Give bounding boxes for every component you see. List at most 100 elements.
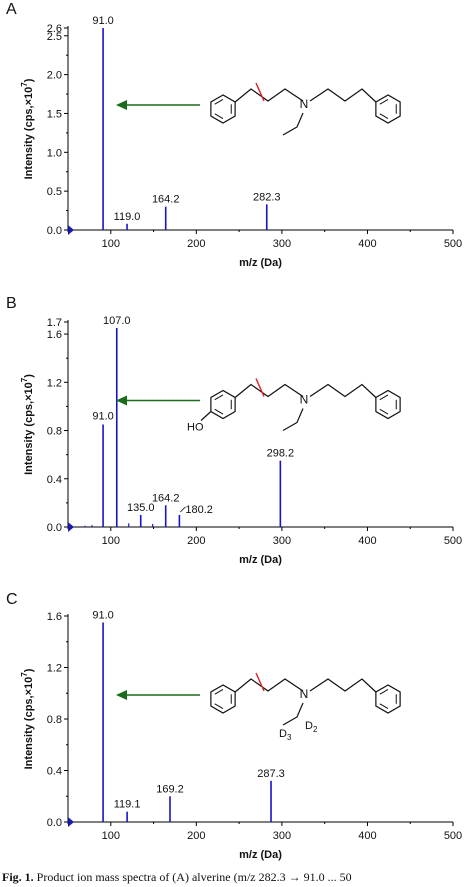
peak-label-leader [180,506,186,513]
peak-label: 91.0 [92,609,113,621]
peak-label: 107.0 [103,315,131,327]
peak-label: 135.0 [127,502,155,514]
peak-label: 298.2 [267,448,295,460]
y-tick-label: 0.8 [47,426,62,438]
spectrum-panel-a: A 0.0 0.5 1.0 1.5 2.0 2.52.6 100 200 300 400 500 Int… [6,1,462,269]
y-tick-label: 0.5 [47,186,62,198]
cleavage-mark [255,378,265,397]
x-tick-label: 200 [187,830,205,842]
peak-label: 119.1 [114,799,141,811]
hydroxyl-label: HO [187,422,204,434]
y-tick-label: 1.7 [47,317,62,329]
y-tick-label: 1.0 [47,147,62,159]
peak-label: 91.0 [92,411,113,423]
peak-label: 91.0 [92,15,113,27]
figure-caption: Fig. 1. Product ion mass spectra of (A) … [0,870,474,887]
panel-letter: A [6,1,17,18]
panel-letter: B [6,295,17,312]
x-axis-label: m/z (Da) [239,849,282,861]
x-tick-label: 100 [102,535,120,547]
y-tick-label: 1.5 [47,108,62,120]
x-tick-label: 100 [102,830,120,842]
y-tick-label: 1.2 [47,377,62,389]
alkyl-chain-left [234,88,304,103]
y-tick-label: 0.4 [47,766,62,778]
y-tick-label: 0.0 [47,225,62,237]
spectrum-panel-b: B 0.0 0.4 0.8 1.2 1.61.7 100 200 300 400 500 Intens… [6,295,462,566]
benzene-double-bond [379,113,389,119]
nitrogen-atom: N [300,393,309,407]
hydroxyl-bond [200,411,212,421]
x-tick-label: 300 [273,830,291,842]
peak-label: 282.3 [253,191,281,203]
peak-label: 164.2 [152,492,180,504]
caption-text: Product ion mass spectra of (A) alverine… [36,870,352,884]
x-tick-label: 500 [444,238,462,250]
caption-label: Fig. 1. [2,870,34,884]
deuterium-d2-label: D2 [305,720,318,734]
alkyl-chain-right [309,88,377,103]
alkyl-chain-left [234,383,304,398]
benzene-double-bond [379,394,389,401]
x-tick-label: 500 [444,535,462,547]
peak-label: 164.2 [152,194,180,206]
cleavage-mark [255,672,265,692]
origin-marker [68,225,74,235]
nitrogen-atom: N [300,97,309,111]
x-tick-label: 100 [102,238,120,250]
benzene-double-bond [214,703,224,709]
x-tick-label: 300 [273,238,291,250]
y-axis-label: Intensity (cps,×107) [20,668,35,769]
panel-letter: C [6,591,18,608]
fragment-arrow-head [116,690,127,700]
cleavage-mark [255,82,265,102]
benzene-double-bond [214,689,224,695]
peak-label: 287.3 [257,768,285,780]
benzene-double-bond [214,394,224,401]
benzene-double-bond [214,408,224,415]
peak-label: 180.2 [185,504,213,516]
y-tick-label: 2.5 [47,31,62,43]
benzene-double-bond [379,703,389,709]
x-tick-label: 500 [444,830,462,842]
alkyl-chain-right [309,383,377,398]
nitrogen-atom: N [300,687,309,701]
y-axis-label: Intensity (cps,×107) [20,374,35,475]
x-tick-label: 200 [187,238,205,250]
x-tick-label: 300 [273,535,291,547]
peak-label: 169.2 [156,783,184,795]
y-tick-label: 1.2 [47,663,62,675]
spectrum-panel-c: C 0.0 0.4 0.8 1.2 1.6 100 200 300 400 500 Intensity… [6,591,462,861]
x-tick-label: 400 [358,535,376,547]
y-tick-label: 1.6 [47,611,62,623]
x-axis-label: m/z (Da) [239,554,282,566]
origin-marker [68,522,74,532]
alkyl-chain-left [234,678,304,693]
y-tick-label: 2.0 [47,70,62,82]
y-tick-label: 2.6 [47,23,62,35]
benzene-double-bond [214,99,224,105]
benzene-double-bond [379,408,389,415]
ethyl-group [282,408,304,432]
fragment-arrow-head [116,100,127,110]
y-tick-label: 1.6 [47,329,62,341]
benzene-double-bond [379,689,389,695]
origin-marker [68,817,74,827]
ethyl-group [282,702,304,726]
x-tick-label: 400 [358,830,376,842]
benzene-double-bond [379,99,389,105]
y-tick-label: 0.0 [47,817,62,829]
y-axis-label: Intensity (cps,×107) [20,78,35,179]
x-axis-label: m/z (Da) [239,257,282,269]
alkyl-chain-right [309,678,377,693]
x-tick-label: 200 [187,535,205,547]
benzene-double-bond [214,113,224,119]
y-tick-label: 0.0 [47,522,62,534]
ethyl-group [282,112,304,136]
peak-label: 119.0 [114,211,141,223]
y-tick-label: 0.8 [47,714,62,726]
y-tick-label: 0.4 [47,474,62,486]
fragment-arrow-head [116,395,127,406]
x-tick-label: 400 [358,238,376,250]
